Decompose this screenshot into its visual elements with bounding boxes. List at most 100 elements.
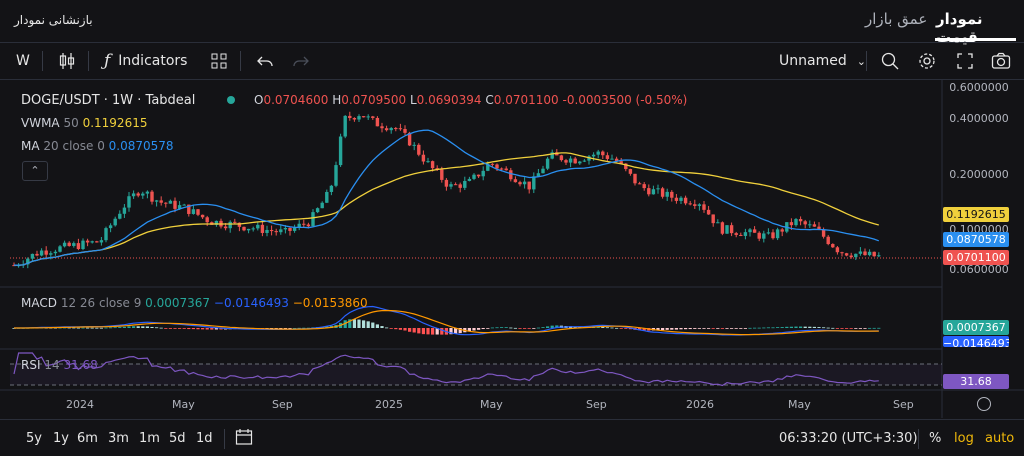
interval-button[interactable]: W [16, 53, 30, 69]
candle-body [798, 219, 803, 222]
range-1y-button[interactable]: 1y [53, 431, 69, 446]
settings-gear-icon[interactable] [917, 43, 937, 79]
indicators-button[interactable]: ƒ Indicators [104, 43, 187, 79]
undo-icon[interactable] [256, 43, 274, 79]
macd-bar [849, 328, 853, 329]
macd-bar [141, 326, 145, 328]
price-chart-canvas[interactable] [0, 80, 1024, 418]
percent-scale-toggle[interactable]: % [929, 431, 942, 446]
candle-body [872, 251, 876, 257]
range-5d-button[interactable]: 5d [169, 431, 186, 446]
candle-body [476, 174, 481, 177]
candle-body [35, 253, 39, 256]
macd-bar [164, 328, 168, 329]
ma-legend[interactable]: MA 20 close 0 0.0870578 [21, 139, 174, 153]
macd-bar [799, 326, 803, 328]
candle-body [559, 155, 564, 161]
candle-body [458, 184, 462, 188]
time-axis-label: May [172, 398, 195, 411]
reset-chart-link[interactable]: بازنشانی نمودار [14, 13, 93, 27]
candle-body [95, 241, 99, 243]
candle-body [348, 115, 352, 119]
fullscreen-icon[interactable] [956, 43, 974, 79]
candle-body [835, 247, 840, 253]
candle-body [274, 231, 278, 233]
macd-bar [624, 328, 628, 329]
candle-type-icon[interactable] [58, 43, 76, 79]
macd-bar [495, 327, 499, 329]
divider [88, 51, 89, 71]
clock-timezone[interactable]: 06:33:20 (UTC+3:30) [779, 431, 918, 446]
candle-body [315, 208, 320, 213]
tab-price-chart[interactable]: نمودار قیمت [936, 10, 983, 46]
range-5y-button[interactable]: 5y [26, 431, 42, 446]
time-axis-settings-icon[interactable] [977, 397, 991, 411]
range-3m-button[interactable]: 3m [108, 431, 129, 446]
range-1d-button[interactable]: 1d [196, 431, 213, 446]
rsi-legend[interactable]: RSI 14 31.68 [21, 358, 98, 372]
candle-body [877, 255, 881, 257]
macd-bar [449, 328, 453, 335]
snapshot-camera-icon[interactable] [991, 43, 1011, 79]
macd-bar [739, 328, 743, 329]
candle-body [670, 191, 674, 198]
vwma-legend[interactable]: VWMA 50 0.1192615 [21, 116, 147, 130]
macd-bar [711, 328, 715, 329]
candle-body [182, 204, 186, 206]
candle-body [748, 229, 752, 233]
macd-bar [431, 328, 435, 335]
candle-body [720, 222, 725, 234]
candle-body [159, 200, 163, 203]
candle-body [780, 229, 784, 232]
tab-market-depth[interactable]: عمق بازار [865, 10, 928, 28]
ma-label: MA [21, 139, 40, 153]
candle-body [191, 209, 196, 214]
macd-bar [605, 327, 609, 329]
macd-legend[interactable]: MACD 12 26 close 9 0.0007367 −0.0146493 … [21, 296, 368, 310]
candle-body [550, 152, 554, 159]
macd-bar [872, 327, 876, 329]
function-icon: ƒ [104, 51, 111, 71]
range-1m-button[interactable]: 1m [139, 431, 160, 446]
candle-body [325, 191, 329, 203]
range-6m-button[interactable]: 6m [77, 431, 98, 446]
candle-body [311, 212, 315, 227]
candle-body [403, 128, 407, 133]
layout-name-dropdown[interactable]: Unnamed ⌄ [779, 43, 866, 79]
candle-body [527, 181, 531, 190]
candle-body [821, 229, 826, 237]
candle-body [371, 116, 375, 118]
quick-search-icon[interactable] [880, 43, 900, 79]
candle-body [808, 224, 812, 226]
redo-icon[interactable] [292, 43, 310, 79]
goto-date-icon[interactable] [235, 428, 253, 450]
auto-scale-toggle[interactable]: auto [985, 431, 1015, 446]
macd-bar [858, 328, 862, 329]
log-scale-toggle[interactable]: log [954, 431, 974, 446]
macd-bar [877, 327, 881, 329]
candle-body [380, 126, 384, 129]
candle-body [187, 204, 191, 214]
ma-price-tag: 0.0870578 [943, 232, 1009, 247]
candle-body [99, 240, 104, 243]
high-value: 0.0709500 [341, 93, 407, 107]
macd-bar [817, 327, 821, 328]
candle-body [858, 251, 863, 254]
candle-body [679, 197, 683, 201]
macd-bar [53, 327, 57, 329]
candle-body [614, 158, 619, 162]
macd-bar [214, 328, 218, 330]
macd-bar [863, 328, 867, 329]
macd-signal-value: −0.0153860 [292, 296, 368, 310]
candle-body [67, 242, 71, 246]
candle-body [228, 221, 232, 229]
templates-grid-icon[interactable] [210, 43, 228, 79]
collapse-legend-button[interactable]: ⌃ [22, 161, 48, 181]
candle-body [136, 193, 140, 196]
macd-bar [845, 328, 849, 329]
divider [918, 429, 919, 449]
macd-label: MACD [21, 296, 57, 310]
macd-bar [656, 328, 660, 331]
indicators-label: Indicators [118, 53, 188, 69]
candle-body [168, 200, 173, 204]
